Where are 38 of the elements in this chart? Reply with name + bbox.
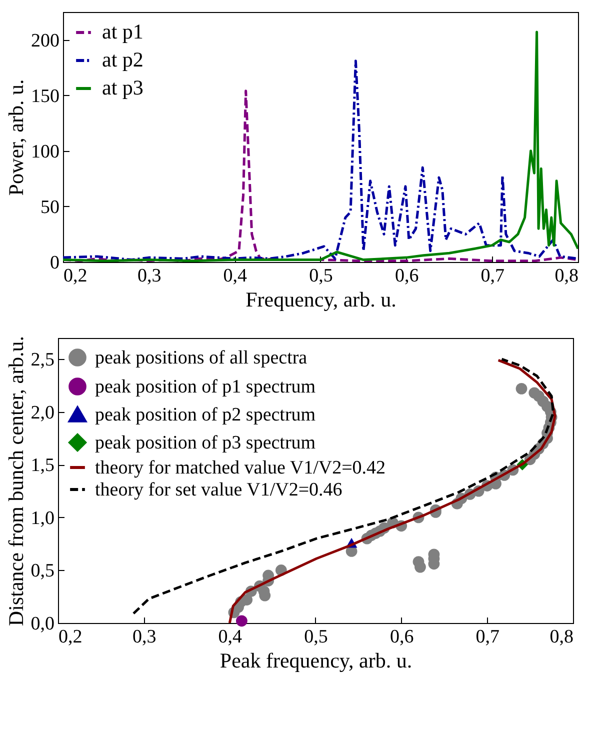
x-tick-label: 0,4 [218, 626, 243, 648]
x-axis-title: Peak frequency, arb. u. [220, 648, 412, 672]
y-tick-label: 0,0 [30, 614, 54, 634]
legend-label: peak position of p3 spectrum [95, 432, 316, 454]
y-tick-label: 1,0 [30, 508, 54, 529]
legend-label: peak positions of all spectra [95, 348, 308, 368]
y-tick-label: 200 [31, 30, 60, 52]
y-tick-label: 100 [31, 141, 60, 162]
x-tick-label: 0,6 [390, 626, 414, 648]
y-tick-label: 1,5 [30, 455, 54, 476]
x-tick-label: 0,5 [304, 626, 328, 648]
x-tick-label: 0,5 [309, 266, 333, 286]
y-tick-label: 0,5 [30, 560, 54, 582]
x-tick-label: 0,2 [58, 626, 82, 648]
legend-label: at p1 [102, 20, 144, 44]
legend-label: theory for set value V1/V2=0.46 [95, 480, 342, 500]
y-tick-label: 0 [50, 252, 60, 274]
x-tick-label: 0,3 [137, 266, 162, 286]
x-tick-label: 0,8 [554, 266, 578, 286]
y-tick-label: 2,5 [30, 350, 54, 371]
x-tick-label: 0,4 [223, 266, 248, 286]
legend-label: at p3 [102, 76, 144, 100]
x-tick-label: 0,8 [550, 626, 574, 648]
y-axis-title: Power, arb. u. [4, 79, 28, 196]
x-tick-label: 0,7 [476, 626, 500, 648]
legend-label: peak position of p1 spectrum [95, 376, 316, 398]
y-axis-title: Distance from bunch center, arb.u. [4, 336, 28, 626]
x-tick-label: 0,3 [132, 626, 156, 648]
legend-label: peak position of p2 spectrum [95, 404, 316, 426]
y-tick-label: 2,0 [30, 402, 54, 424]
legend-label: theory for matched value V1/V2=0.42 [95, 458, 386, 478]
x-tick-label: 0,2 [64, 266, 88, 286]
x-tick-label: 0,6 [394, 266, 419, 286]
legend-label: at p2 [102, 48, 144, 72]
x-tick-label: 0,7 [480, 266, 505, 286]
y-tick-label: 150 [31, 86, 60, 107]
y-tick-label: 50 [40, 196, 60, 218]
x-axis-title: Frequency, arb. u. [246, 288, 396, 312]
